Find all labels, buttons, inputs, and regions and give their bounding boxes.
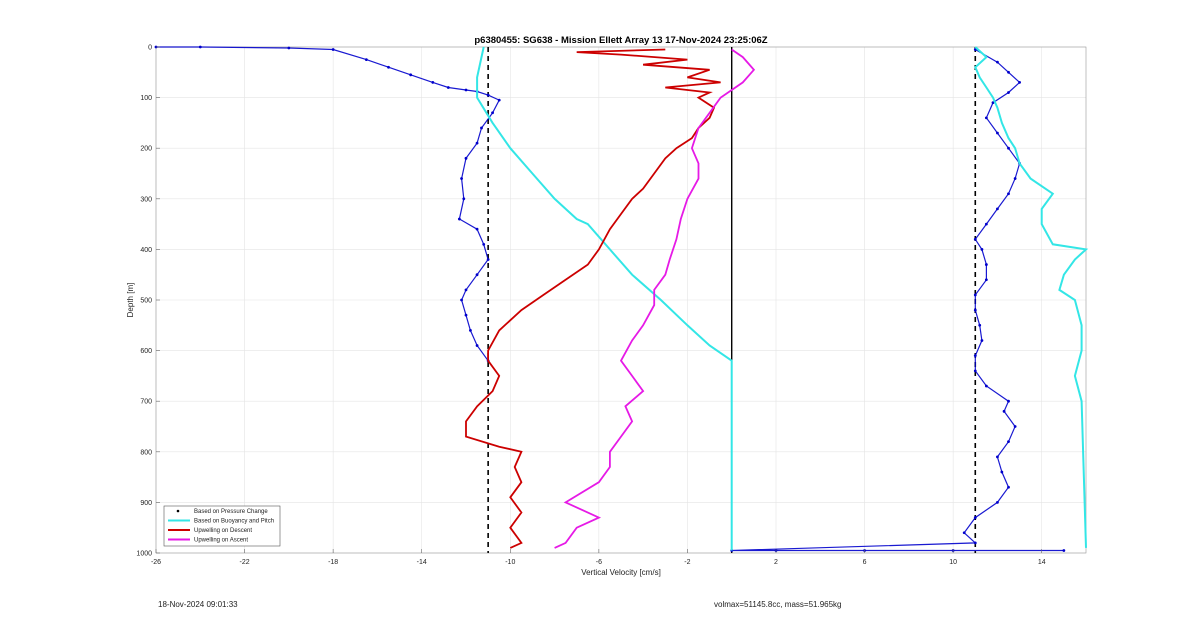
pressure-descent-line xyxy=(156,46,501,362)
chart-title: p6380455: SG638 - Mission Ellett Array 1… xyxy=(474,35,767,46)
x-tick-label: -14 xyxy=(417,559,427,566)
x-tick-label: 10 xyxy=(949,559,957,566)
buoyancy-descent-line xyxy=(476,46,733,551)
y-tick-label: 600 xyxy=(140,348,152,355)
chart-legend: Based on Pressure Change Based on Buoyanc… xyxy=(163,505,281,547)
footer-timestamp: 18-Nov-2024 09:01:33 xyxy=(158,600,238,609)
x-tick-label: -26 xyxy=(151,559,161,566)
legend-label: Based on Pressure Change xyxy=(194,509,268,515)
x-tick-label: -2 xyxy=(684,559,690,566)
series-layer xyxy=(154,45,1089,552)
x-tick-label: -10 xyxy=(505,559,515,566)
y-tick-label: 900 xyxy=(140,500,152,507)
x-axis-ticks: -26 -22 -18 -14 -10 -6 -2 2 6 10 14 xyxy=(151,549,1046,566)
buoyancy-ascent-line xyxy=(974,46,1089,548)
y-axis-label: Depth [m] xyxy=(126,283,135,318)
x-tick-label: -18 xyxy=(328,559,338,566)
y-tick-label: 200 xyxy=(140,146,152,153)
x-tick-label: -6 xyxy=(596,559,602,566)
y-axis-ticks: 0 100 200 300 400 500 600 700 800 900 1000 xyxy=(136,45,160,558)
legend-marker xyxy=(176,509,180,513)
legend-label: Based on Buoyancy and Pitch xyxy=(194,519,274,525)
legend-label: Upwelling on Ascent xyxy=(194,538,248,544)
y-tick-label: 400 xyxy=(140,247,152,254)
x-tick-label: 6 xyxy=(863,559,867,566)
x-tick-label: 2 xyxy=(774,559,778,566)
x-tick-label: -22 xyxy=(240,559,250,566)
y-tick-label: 100 xyxy=(140,95,152,102)
y-tick-label: 700 xyxy=(140,399,152,406)
footer-mass-info: volmax=51145.8cc, mass=51.965kg xyxy=(714,600,842,609)
chart-grid xyxy=(155,46,1086,554)
legend-label: Upwelling on Descent xyxy=(194,528,252,534)
x-axis-label: Vertical Velocity [cm/s] xyxy=(581,568,661,577)
x-tick-label: 14 xyxy=(1038,559,1046,566)
y-tick-label: 300 xyxy=(140,196,152,203)
upwelling-descent-line xyxy=(465,48,721,549)
y-tick-label: 1000 xyxy=(136,551,152,558)
upwelling-ascent-line xyxy=(554,48,756,549)
y-tick-label: 800 xyxy=(140,449,152,456)
y-tick-label: 0 xyxy=(148,45,152,52)
pressure-ascent-line xyxy=(731,48,1064,552)
y-tick-label: 500 xyxy=(140,298,152,305)
